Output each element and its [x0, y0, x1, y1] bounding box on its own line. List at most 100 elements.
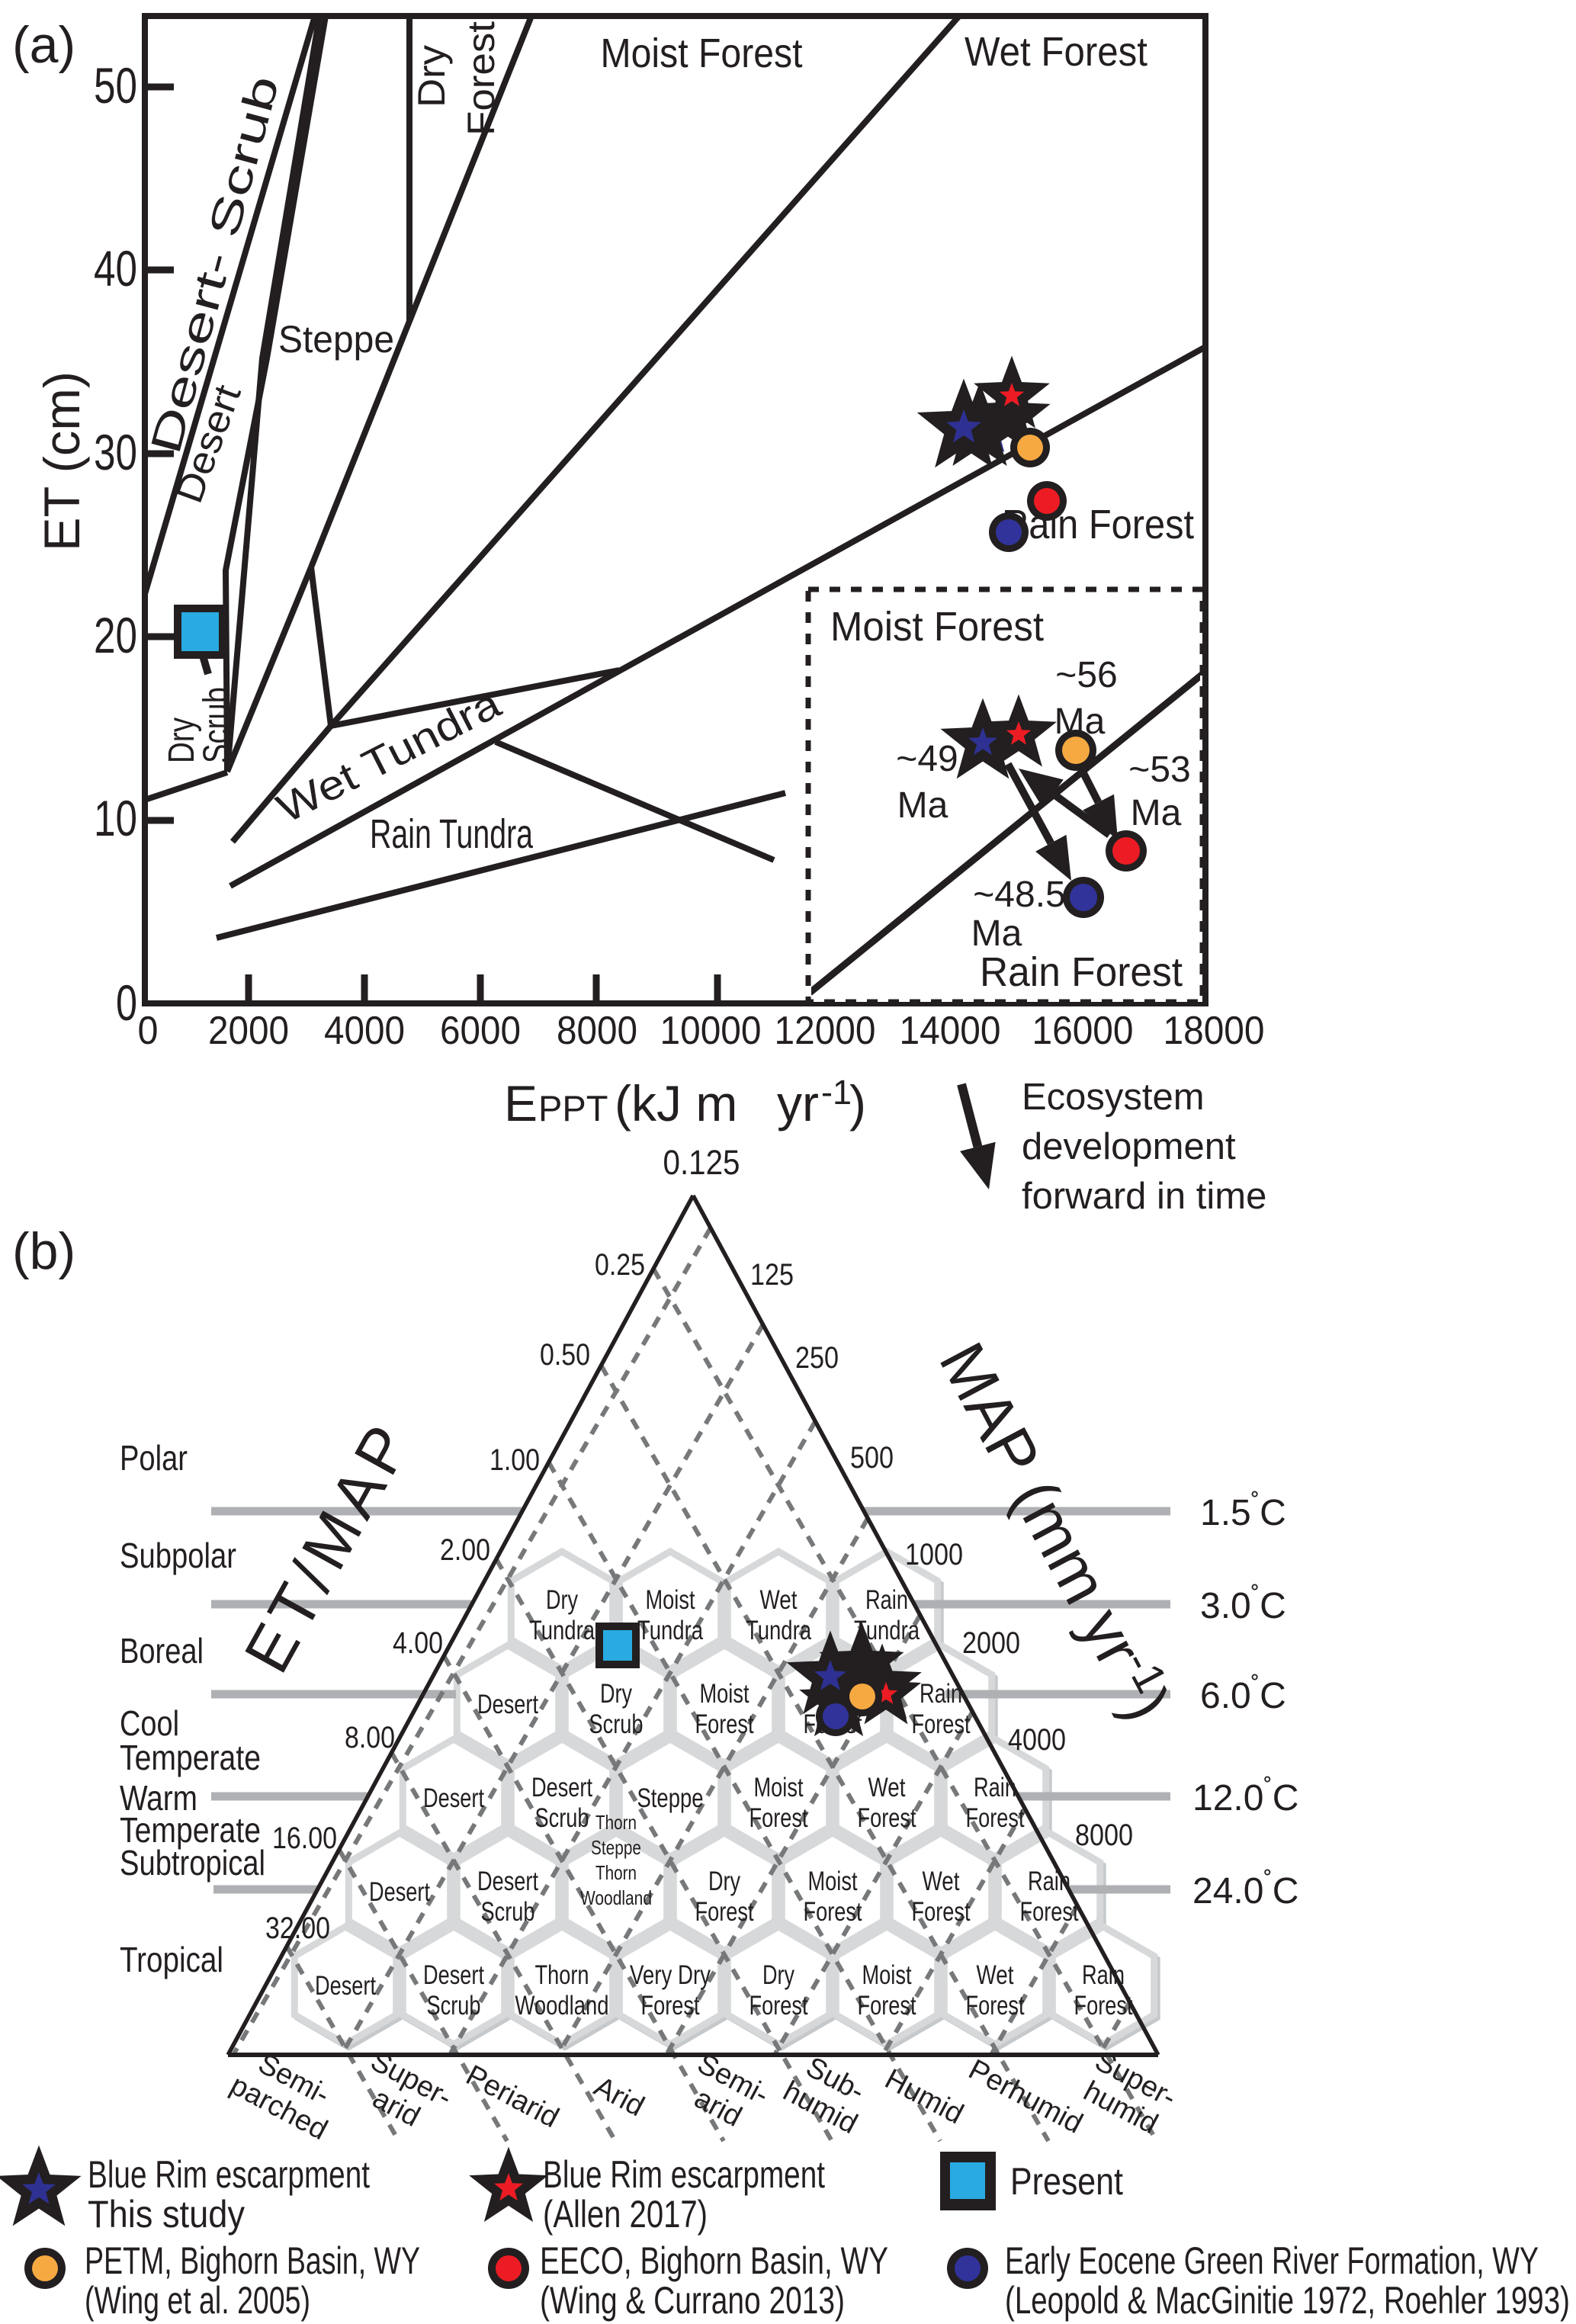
svg-text:Rain: Rain	[974, 1773, 1016, 1802]
svg-text:Ma: Ma	[1131, 793, 1182, 833]
svg-text:Forest: Forest	[695, 1897, 754, 1927]
svg-text:Tropical: Tropical	[120, 1940, 223, 1979]
svg-text:Thorn: Thorn	[595, 1811, 637, 1834]
svg-text:500: 500	[850, 1441, 894, 1475]
svg-text:Rain: Rain	[1028, 1867, 1070, 1896]
svg-text:2000: 2000	[962, 1626, 1020, 1660]
svg-text:10000: 10000	[660, 1009, 762, 1053]
svg-text:Dry: Dry	[600, 1679, 632, 1709]
svg-text:Steppe: Steppe	[591, 1836, 641, 1859]
svg-text:Desert: Desert	[531, 1773, 592, 1802]
svg-text:Desert: Desert	[315, 1971, 376, 2001]
svg-text:Desert: Desert	[423, 1960, 484, 1990]
svg-text:Wet Forest: Wet Forest	[965, 29, 1147, 75]
svg-text:Ecosystem: Ecosystem	[1022, 1077, 1205, 1118]
svg-text:Forest: Forest	[966, 1991, 1025, 2021]
svg-text:4.00: 4.00	[393, 1626, 443, 1660]
svg-text:Ma: Ma	[971, 913, 1022, 954]
svg-text:Desert: Desert	[477, 1690, 538, 1719]
svg-text:Forest: Forest	[749, 1803, 808, 1833]
svg-text:16000: 16000	[1032, 1009, 1134, 1053]
svg-text:Steppe: Steppe	[637, 1783, 704, 1813]
svg-text:Wet: Wet	[977, 1960, 1014, 1990]
svg-text:Temperate: Temperate	[120, 1810, 261, 1850]
svg-text:12.0˚C: 12.0˚C	[1192, 1774, 1298, 1818]
svg-text:Scrub: Scrub	[427, 1991, 481, 2021]
svg-text:Forest: Forest	[1020, 1897, 1079, 1927]
svg-text:Dry: Dry	[162, 717, 202, 763]
svg-text:6.0˚C: 6.0˚C	[1200, 1672, 1286, 1716]
svg-text:(b): (b)	[12, 1222, 75, 1280]
svg-text:~53: ~53	[1128, 750, 1190, 790]
svg-text:Rain: Rain	[1082, 1960, 1125, 1990]
svg-text:0.125: 0.125	[663, 1143, 740, 1182]
svg-text:Warm: Warm	[120, 1778, 197, 1818]
svg-text:40: 40	[94, 240, 137, 297]
svg-text:Forest: Forest	[912, 1709, 971, 1739]
svg-text:Moist: Moist	[754, 1773, 804, 1802]
svg-text:Dry: Dry	[708, 1867, 740, 1896]
svg-text:Scrub: Scrub	[197, 687, 237, 763]
svg-text:2.00: 2.00	[440, 1533, 490, 1567]
svg-text:0: 0	[116, 974, 137, 1031]
svg-text:Wet: Wet	[760, 1585, 798, 1615]
svg-text:Cool: Cool	[120, 1703, 179, 1743]
svg-text:10: 10	[94, 790, 137, 846]
svg-text:250: 250	[795, 1341, 839, 1375]
svg-text:0.25: 0.25	[595, 1248, 645, 1282]
svg-text:Wet: Wet	[923, 1867, 960, 1896]
svg-text:Desert: Desert	[423, 1783, 484, 1813]
svg-text:1.00: 1.00	[489, 1443, 540, 1477]
svg-text:Rain Tundra: Rain Tundra	[370, 811, 534, 857]
svg-text:Very Dry: Very Dry	[630, 1960, 711, 1990]
svg-text:20: 20	[94, 607, 137, 663]
svg-text:Tundra: Tundra	[529, 1616, 595, 1645]
svg-text:Desert: Desert	[369, 1877, 430, 1907]
svg-text:~56: ~56	[1055, 655, 1117, 695]
svg-text:Subtropical: Subtropical	[120, 1843, 265, 1883]
svg-text:Dry: Dry	[546, 1585, 578, 1615]
svg-text:Blue Rim escarpment: Blue Rim escarpment	[88, 2153, 370, 2196]
svg-text:Forest: Forest	[695, 1709, 754, 1739]
svg-text:Thorn: Thorn	[535, 1960, 589, 1990]
svg-text:0.50: 0.50	[540, 1338, 590, 1372]
svg-text:Polar: Polar	[120, 1438, 188, 1478]
svg-text:Scrub: Scrub	[589, 1709, 644, 1739]
svg-text:4000: 4000	[1008, 1723, 1066, 1757]
svg-text:Thorn: Thorn	[595, 1861, 637, 1884]
svg-text:1.5˚C: 1.5˚C	[1200, 1489, 1286, 1533]
svg-text:Forest: Forest	[966, 1803, 1025, 1833]
svg-text:Desert: Desert	[477, 1867, 538, 1896]
svg-text:Forest: Forest	[460, 21, 502, 136]
svg-text:Subpolar: Subpolar	[120, 1536, 236, 1575]
svg-text:EPPT(kJ myr-1): EPPT (kJ m yr-1)	[504, 1073, 866, 1132]
svg-text:125: 125	[750, 1258, 794, 1292]
svg-text:Moist: Moist	[646, 1585, 695, 1615]
svg-text:Forest: Forest	[804, 1897, 862, 1927]
svg-text:Tundra: Tundra	[637, 1616, 703, 1645]
svg-text:Scrub: Scrub	[481, 1897, 535, 1927]
svg-text:(Wing et al. 2005): (Wing et al. 2005)	[85, 2279, 310, 2322]
svg-text:(Wing & Currano 2013): (Wing & Currano 2013)	[540, 2279, 845, 2322]
svg-text:Forest: Forest	[912, 1897, 971, 1927]
svg-text:Woodland: Woodland	[515, 1991, 609, 2021]
svg-text:0: 0	[138, 1009, 159, 1053]
svg-text:PETM, Bighorn Basin, WY: PETM, Bighorn Basin, WY	[85, 2239, 420, 2282]
svg-text:~49: ~49	[896, 739, 958, 779]
svg-text:Blue Rim escarpment: Blue Rim escarpment	[543, 2153, 825, 2196]
svg-text:Moist: Moist	[700, 1679, 749, 1709]
svg-text:2000: 2000	[208, 1009, 289, 1053]
svg-text:forward in time: forward in time	[1022, 1176, 1266, 1217]
svg-text:14000: 14000	[900, 1009, 1001, 1053]
svg-text:This study: This study	[88, 2193, 245, 2236]
svg-text:ET (cm): ET (cm)	[34, 371, 90, 551]
svg-text:Woodland: Woodland	[580, 1886, 652, 1909]
svg-text:8.00: 8.00	[345, 1721, 395, 1754]
svg-text:Scrub: Scrub	[535, 1803, 589, 1833]
svg-text:Forest: Forest	[749, 1991, 808, 2021]
svg-text:Rain Forest: Rain Forest	[980, 949, 1183, 995]
svg-text:30: 30	[94, 424, 137, 480]
svg-text:8000: 8000	[1075, 1818, 1133, 1852]
svg-text:6000: 6000	[440, 1009, 521, 1053]
svg-text:18000: 18000	[1164, 1009, 1265, 1053]
